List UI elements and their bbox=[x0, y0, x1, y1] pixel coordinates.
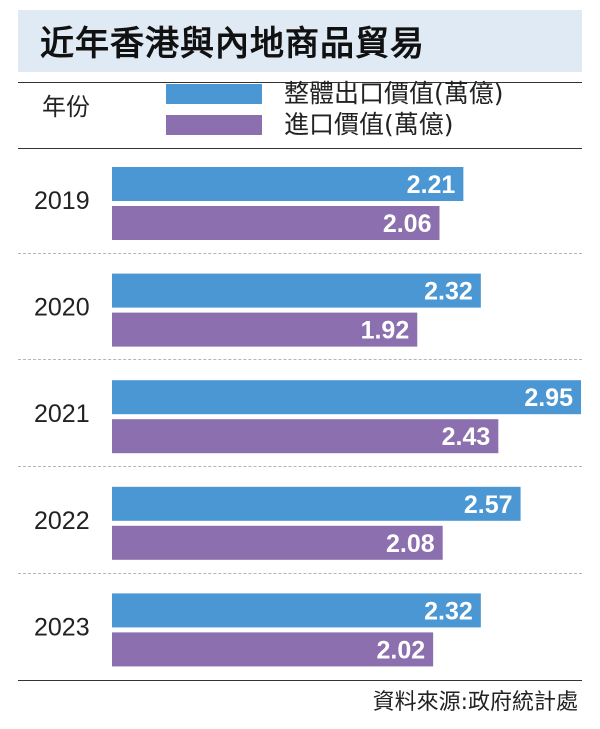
bar-import-label-2022: 2.08 bbox=[386, 530, 435, 558]
year-label-2021: 2021 bbox=[34, 400, 90, 428]
year-label-2022: 2022 bbox=[34, 507, 90, 535]
bar-export-label-2020: 2.32 bbox=[424, 278, 473, 306]
bar-export-label-2022: 2.57 bbox=[464, 491, 513, 519]
bar-export-label-2019: 2.21 bbox=[407, 171, 456, 199]
chart-title: 近年香港與內地商品貿易 bbox=[40, 24, 425, 64]
bar-import-label-2020: 1.92 bbox=[361, 317, 410, 345]
year-label-2023: 2023 bbox=[34, 613, 90, 641]
legend-swatch-export bbox=[166, 84, 262, 104]
bar-import-label-2023: 2.02 bbox=[376, 636, 425, 664]
bar-export-label-2021: 2.95 bbox=[524, 384, 573, 412]
bar-import-2023 bbox=[112, 632, 434, 667]
footer-rule bbox=[18, 680, 582, 681]
bar-export-2021 bbox=[112, 380, 581, 415]
bar-import-2020 bbox=[112, 312, 418, 347]
bar-import-2021 bbox=[112, 419, 499, 454]
header-bottom-rule bbox=[18, 148, 582, 149]
legend-label-import: 進口價值(萬億) bbox=[284, 110, 454, 139]
bar-export-label-2023: 2.32 bbox=[424, 597, 473, 625]
source-note: 資料來源:政府統計處 bbox=[372, 690, 578, 715]
bar-export-2023 bbox=[112, 593, 481, 628]
header-top-rule bbox=[18, 82, 582, 83]
year-label-2020: 2020 bbox=[34, 294, 90, 322]
bar-import-label-2019: 2.06 bbox=[383, 210, 432, 238]
year-label-2019: 2019 bbox=[34, 187, 90, 215]
bar-import-label-2021: 2.43 bbox=[442, 423, 491, 451]
bar-import-2022 bbox=[112, 525, 443, 560]
legend-swatch-import bbox=[166, 115, 262, 135]
bar-import-2019 bbox=[112, 206, 440, 240]
legend-label-export: 整體出口價值(萬億) bbox=[284, 79, 504, 108]
bar-export-2022 bbox=[112, 486, 521, 521]
year-column-header: 年份 bbox=[42, 93, 90, 121]
row-divider bbox=[18, 253, 582, 254]
row-divider bbox=[18, 466, 582, 467]
title-band: 近年香港與內地商品貿易 bbox=[18, 10, 582, 72]
row-divider bbox=[18, 573, 582, 574]
row-divider bbox=[18, 359, 582, 360]
bar-export-2020 bbox=[112, 273, 481, 308]
bar-export-2019 bbox=[112, 167, 464, 201]
